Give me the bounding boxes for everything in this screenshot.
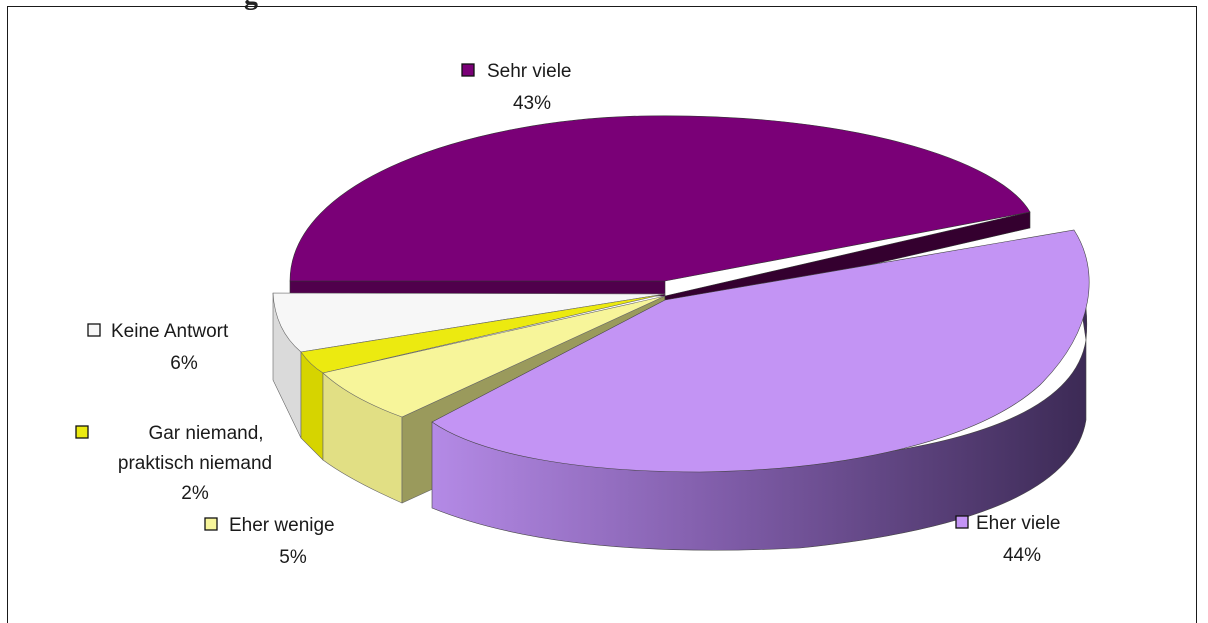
legend-gar-niemand: Gar niemand, praktisch niemand 2% [75, 423, 272, 504]
legend-label-sehr-viele: Sehr viele [487, 61, 572, 82]
legend-swatch-eher-viele [955, 515, 969, 529]
legend-swatch-keine-antwort [87, 323, 101, 337]
legend-sehr-viele: Sehr viele 43% [461, 61, 572, 114]
legend-swatch-eher-wenige [204, 517, 218, 531]
legend-eher-wenige: Eher wenige 5% [204, 515, 335, 568]
legend-label-eher-wenige: Eher wenige [229, 515, 335, 536]
slice-side-eher-viele [431, 259, 1088, 551]
legend-value-eher-viele: 44% [1003, 545, 1041, 566]
chart-frame [7, 6, 1197, 623]
slice-top-eher-wenige [322, 295, 666, 418]
legend-label-gar-niemand: Gar niemand, [148, 423, 263, 444]
legend-value-gar-niemand: 2% [181, 483, 209, 504]
legend-value-sehr-viele: 43% [513, 93, 551, 114]
slice-top-keine-antwort [272, 292, 666, 353]
legend-keine-antwort: Keine Antwort 6% [87, 321, 229, 374]
slice-top-eher-viele [431, 229, 1090, 473]
legend-swatch-gar-niemand [75, 425, 89, 439]
legend-swatch-sehr-viele [461, 63, 475, 77]
legend-label-eher-viele: Eher viele [976, 513, 1061, 534]
legend-value-eher-wenige: 5% [279, 547, 307, 568]
legend-label-keine-antwort: Keine Antwort [111, 321, 229, 342]
legend-label-gar-niemand-line2: praktisch niemand [118, 453, 272, 474]
slice-top-sehr-viele [289, 115, 1031, 282]
legend-value-keine-antwort: 6% [170, 353, 198, 374]
legend-eher-viele: Eher viele 44% [955, 513, 1061, 566]
